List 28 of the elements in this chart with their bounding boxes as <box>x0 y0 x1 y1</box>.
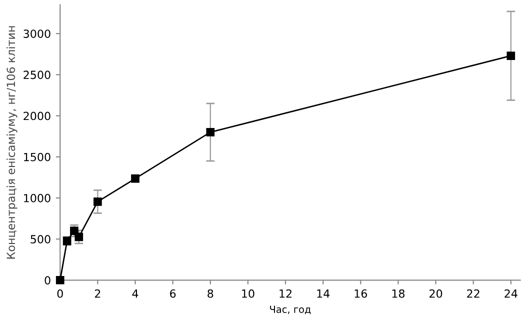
y-tick-label: 2000 <box>24 112 50 120</box>
y-axis-title: Концентрація енісаміуму, нг/106 клітин <box>6 26 18 259</box>
point <box>206 128 215 136</box>
point <box>56 276 64 284</box>
y-tick-label: 1500 <box>24 152 50 162</box>
y-tick-label: 500 <box>30 235 50 244</box>
x-tick-label: 22 <box>467 289 480 298</box>
x-tick-label: 14 <box>317 290 330 298</box>
y-tick-label: 2500 <box>24 70 50 80</box>
point <box>131 174 140 183</box>
point <box>74 232 84 242</box>
x-tick-label: 12 <box>280 289 292 298</box>
x-tick-label: 0 <box>57 289 63 298</box>
x-tick-label: 8 <box>208 289 214 298</box>
point <box>506 52 516 60</box>
x-tick-label: 2 <box>94 289 100 298</box>
x-tick-label: 20 <box>430 289 442 298</box>
x-tick-label: 18 <box>392 289 405 298</box>
y-tick-label: 1000 <box>24 194 50 202</box>
x-tick-label: 6 <box>170 289 176 298</box>
y-tick-label: 3000 <box>24 30 50 38</box>
x-axis-title: Час, год <box>270 306 311 314</box>
x-tick-label: 4 <box>132 290 138 298</box>
x-tick-label: 24 <box>504 289 518 298</box>
point <box>94 197 102 206</box>
y-tick-label: 0 <box>44 276 50 285</box>
x-tick-label: 16 <box>354 289 368 298</box>
x-tick-label: 10 <box>242 289 254 298</box>
